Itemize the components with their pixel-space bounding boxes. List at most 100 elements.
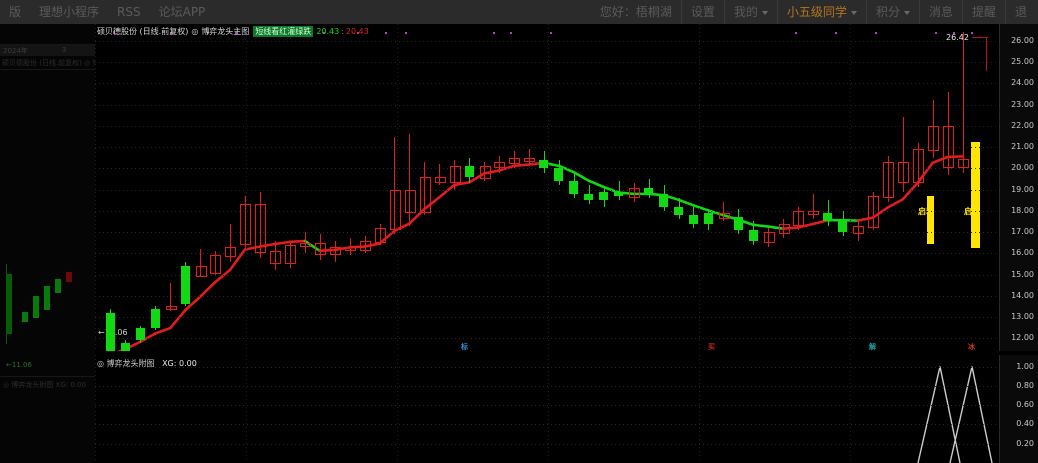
indicator-marker-icon[interactable]: ◎ <box>191 27 199 36</box>
candle-body[interactable] <box>390 189 402 230</box>
candle-body[interactable] <box>704 212 714 224</box>
candle-body[interactable] <box>779 223 791 235</box>
candle-body[interactable] <box>255 204 267 254</box>
candle-body[interactable] <box>240 204 252 245</box>
top-nav-item-label: 理想小程序 <box>39 5 100 19</box>
candle-body[interactable] <box>196 266 208 277</box>
candle-body[interactable] <box>554 168 564 182</box>
candle-body[interactable] <box>450 166 462 184</box>
price-axis-tick: 13.00 <box>1011 312 1034 322</box>
top-signal-dot <box>875 32 877 34</box>
sub-indicator-marker-icon[interactable]: ◎ <box>97 359 104 368</box>
candle-body[interactable] <box>838 221 848 233</box>
candle-body[interactable] <box>898 162 910 184</box>
top-nav-item-理想小程序[interactable]: 理想小程序 <box>30 0 108 24</box>
candle-body[interactable] <box>435 176 447 184</box>
candle-body[interactable] <box>823 212 833 222</box>
candle-body[interactable] <box>808 210 820 215</box>
indicator-value-separator: : <box>341 27 344 36</box>
candle-body[interactable] <box>868 195 880 228</box>
top-nav-item-提醒[interactable]: 提醒 <box>961 0 1005 24</box>
candle-body[interactable] <box>928 125 940 152</box>
candle-body[interactable] <box>166 306 178 311</box>
candle-body[interactable] <box>225 246 237 258</box>
candle-body[interactable] <box>360 240 372 252</box>
candle-wick <box>275 240 276 271</box>
top-nav-item-退[interactable]: 退 <box>1004 0 1036 24</box>
candle-body[interactable] <box>569 181 579 194</box>
candle-body[interactable] <box>315 242 327 256</box>
sub-value-axis[interactable]: 1.00 0.80 0.60 0.40 0.20 <box>999 355 1038 463</box>
candle-body[interactable] <box>629 187 641 198</box>
candle-body[interactable] <box>210 255 222 275</box>
candle-body[interactable] <box>644 187 654 194</box>
candle-body[interactable] <box>853 225 865 235</box>
candle-body[interactable] <box>719 212 731 220</box>
top-nav-item-论坛APP[interactable]: 论坛APP <box>150 0 215 24</box>
sub-gridline-h <box>95 405 1000 407</box>
ghost-chart-title: 硕贝德股份 (日线.前复权) ◎ 博弈 <box>2 59 95 67</box>
candle-body[interactable] <box>151 308 161 328</box>
candle-body[interactable] <box>539 159 549 169</box>
gridline-h <box>95 189 1000 191</box>
sub-gridline-v <box>850 355 851 463</box>
candle-body[interactable] <box>764 232 776 243</box>
top-nav-item-我的[interactable]: 我的 <box>723 0 777 24</box>
candle-body[interactable] <box>883 162 895 198</box>
candle-body[interactable] <box>270 251 282 264</box>
chevron-down-icon[interactable] <box>903 10 910 15</box>
sub-gridline-v <box>699 355 700 463</box>
top-nav-item-RSS[interactable]: RSS <box>108 0 150 24</box>
ghost-ma-line <box>0 264 95 374</box>
sub-indicator-pane[interactable]: ◎ 博弈龙头附图 XG: 0.00 1.00 0.80 0.60 0.40 0.20 <box>95 355 1038 463</box>
candle-body[interactable] <box>285 244 297 264</box>
candle-body[interactable] <box>136 327 146 341</box>
top-signal-dot <box>835 32 837 34</box>
candle-body[interactable] <box>943 125 955 169</box>
candle-body[interactable] <box>614 191 624 196</box>
candle-body[interactable] <box>524 157 536 162</box>
chevron-down-icon[interactable] <box>761 10 768 15</box>
candle-body[interactable] <box>465 166 475 177</box>
sub-indicator-name-label[interactable]: 博弈龙头附图 <box>106 359 155 368</box>
candle-body[interactable] <box>405 189 417 213</box>
candle-body[interactable] <box>106 312 116 351</box>
top-nav-item-积分[interactable]: 积分 <box>865 0 919 24</box>
candle-body[interactable] <box>420 176 432 213</box>
top-nav-item-设置[interactable]: 设置 <box>680 0 724 24</box>
top-nav-item-版[interactable]: 版 <box>0 0 30 24</box>
sub-gridline-v <box>246 355 247 463</box>
sub-axis-tick: 0.80 <box>1016 380 1034 390</box>
candle-body[interactable] <box>584 193 594 201</box>
candle-body[interactable] <box>375 227 387 243</box>
candle-body[interactable] <box>345 246 357 252</box>
candle-body[interactable] <box>181 266 191 305</box>
candle-body[interactable] <box>509 157 521 164</box>
candle-body[interactable] <box>793 210 805 226</box>
candle-body[interactable] <box>300 242 312 247</box>
indicator-name-label[interactable]: 博弈龙头主图 <box>201 27 250 36</box>
top-nav-item-您好：梧桐湖[interactable]: 您好：梧桐湖 <box>591 0 681 24</box>
sub-plot-area[interactable] <box>95 355 1000 463</box>
candle-body[interactable] <box>599 191 609 201</box>
top-nav-item-label: RSS <box>117 5 141 19</box>
top-nav-item-小五级同学[interactable]: 小五级同学 <box>776 0 866 24</box>
candle-body[interactable] <box>330 246 342 256</box>
chevron-down-icon[interactable] <box>850 10 857 15</box>
price-axis-tick: 22.00 <box>1011 120 1034 130</box>
candle-body[interactable] <box>749 229 759 241</box>
candle-body[interactable] <box>480 166 492 179</box>
candle-body[interactable] <box>913 149 925 184</box>
candle-body[interactable] <box>958 159 970 169</box>
candle-body[interactable] <box>689 215 699 224</box>
price-axis[interactable]: 26.00 25.00 24.00 23.00 22.00 21.00 20.00 19.00… <box>999 24 1038 351</box>
candle-body[interactable] <box>494 162 506 169</box>
candle-body[interactable] <box>734 217 744 230</box>
top-nav-item-消息[interactable]: 消息 <box>918 0 962 24</box>
candle-body[interactable] <box>674 206 684 216</box>
candle-body[interactable] <box>121 342 131 351</box>
candle-body[interactable] <box>659 193 669 207</box>
